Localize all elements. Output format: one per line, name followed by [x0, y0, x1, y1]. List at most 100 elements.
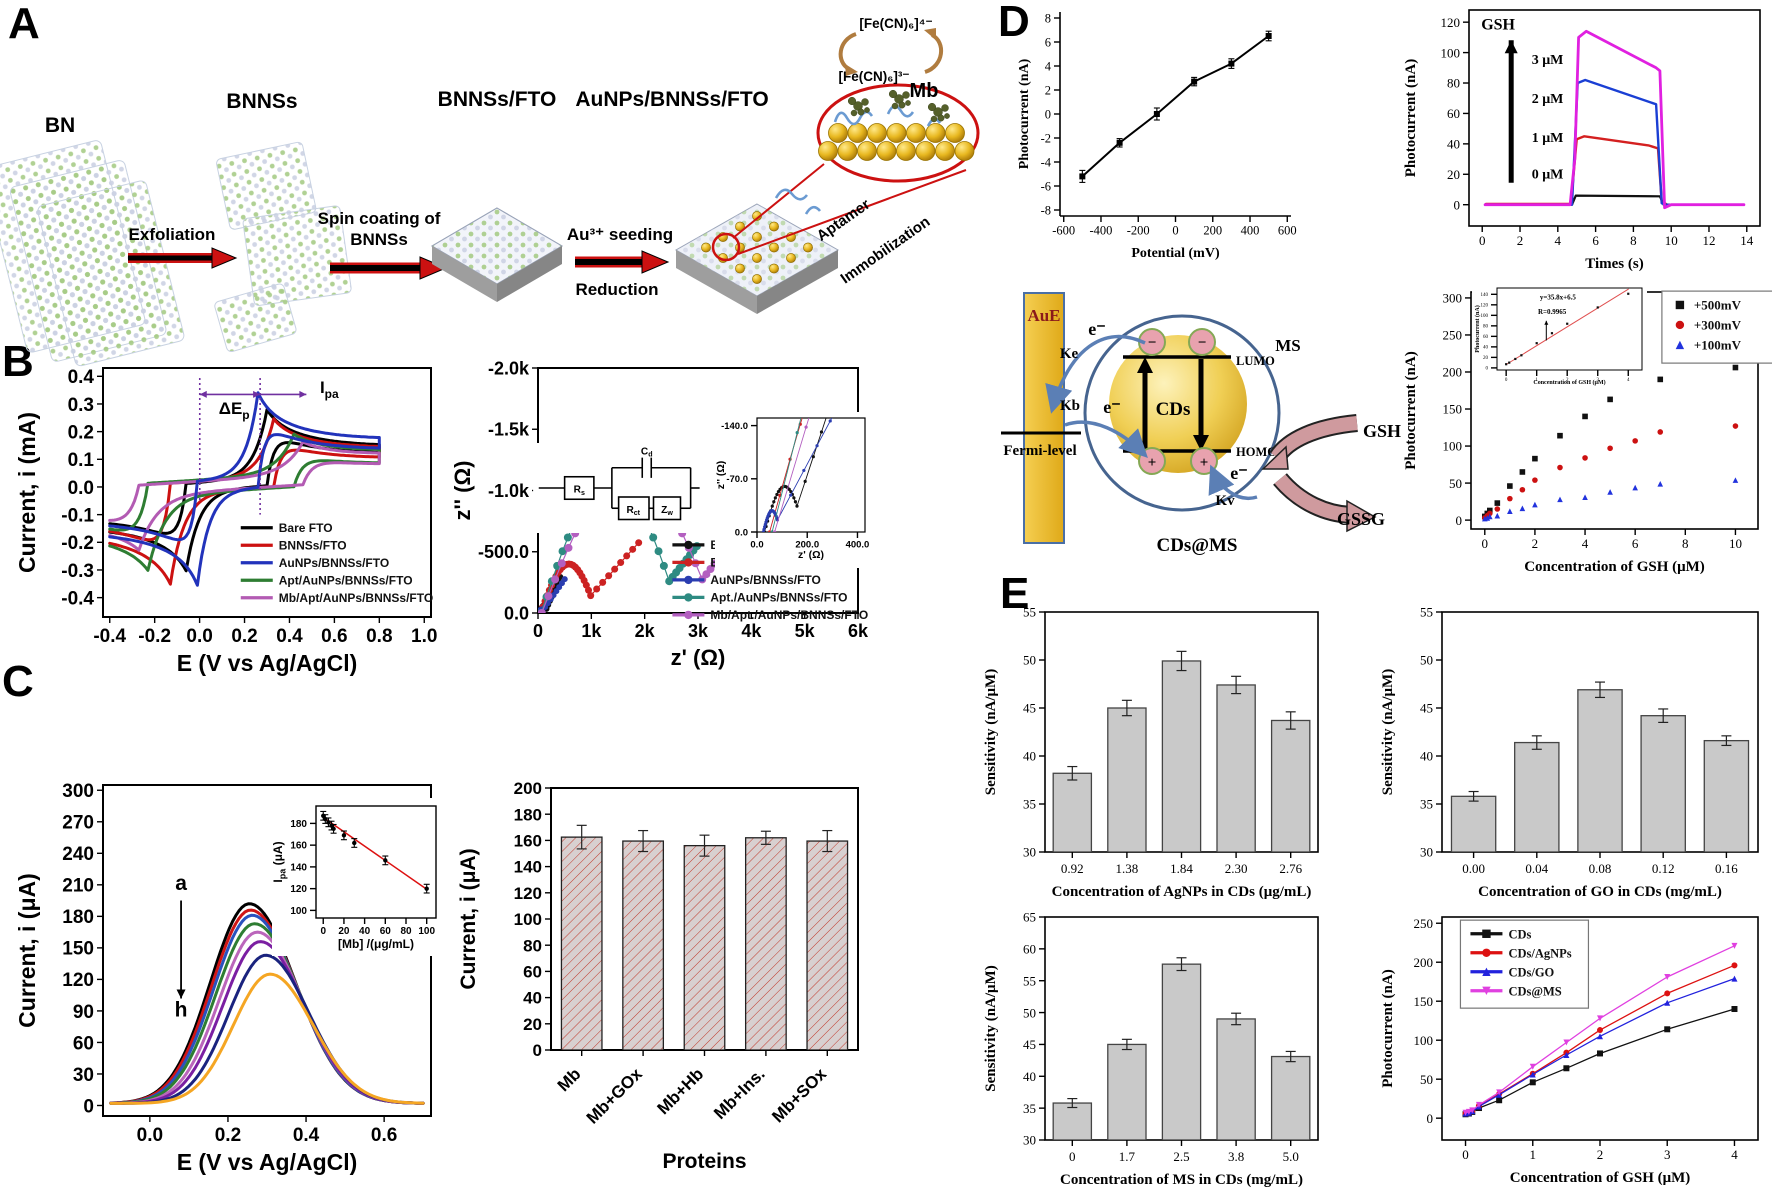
series-CDs@MS — [1462, 942, 1738, 1116]
series — [761, 418, 833, 532]
series — [109, 902, 425, 1105]
svg-text:0: 0 — [1454, 197, 1461, 212]
svg-text:z' (Ω): z' (Ω) — [798, 549, 824, 561]
svg-text:0.6: 0.6 — [321, 626, 347, 647]
dpv-chart: 0.0 0.2 0.4 0.6 0 30 60 90 120 150 180 210 240 270 300… — [14, 781, 432, 1175]
svg-text:1 μM: 1 μM — [1532, 131, 1564, 146]
ke-transfer-arrow — [1045, 334, 1146, 414]
svg-text:2.76: 2.76 — [1279, 861, 1302, 876]
svg-text:3: 3 — [1596, 378, 1599, 383]
svg-text:Mb: Mb — [554, 1064, 585, 1095]
equivalent-circuit: Rs Cd Rct Zw — [533, 443, 702, 533]
svg-text:Mb+Hb: Mb+Hb — [653, 1064, 707, 1118]
svg-text:CDs/GO: CDs/GO — [1508, 965, 1554, 979]
svg-text:250: 250 — [1443, 328, 1463, 343]
svg-text:0: 0 — [1479, 233, 1486, 248]
series — [108, 391, 381, 587]
svg-text:-600: -600 — [1052, 224, 1075, 238]
svg-text:1.0: 1.0 — [411, 626, 437, 647]
svg-text:0: 0 — [1427, 1111, 1434, 1126]
chart-root: 0.0 0.2 0.4 0.6 0 30 60 90 120 150 180 210 240 270 300… — [14, 781, 432, 1175]
material-comparison-chart: 0 1 2 3 4 0 50 100 150 200 250 Concentration of GSH… — [1380, 916, 1759, 1186]
svg-text:120: 120 — [62, 970, 94, 991]
series-AuNPs/BNNSs/FTO — [108, 391, 381, 587]
mb-proteins — [847, 89, 950, 123]
svg-text:0.0: 0.0 — [735, 527, 748, 538]
cv-chart: -0.4 -0.2 0.0 0.2 0.4 0.6 0.8 1.0 -0.4 -0.3 -0.2 -0… — [14, 367, 437, 676]
svg-text:55: 55 — [1023, 973, 1036, 988]
series-2 μM — [1484, 78, 1745, 206]
svg-text:+500mV: +500mV — [1694, 298, 1742, 313]
gsh-label: GSH — [1363, 421, 1401, 441]
svg-text:Cd: Cd — [641, 446, 653, 458]
svg-text:2.5: 2.5 — [1173, 1149, 1189, 1164]
svg-text:10: 10 — [1729, 536, 1742, 551]
chart-root: -0.4 -0.2 0.0 0.2 0.4 0.6 0.8 1.0 -0.4 -0.3 -0.2 -0… — [14, 367, 437, 676]
svg-text:50: 50 — [1449, 476, 1462, 491]
svg-text:50: 50 — [1023, 1005, 1036, 1020]
chart-root: -600 -400 -200 0 200 400 600 -8 -6 -4 -2 0 2 4 6 8 Poten… — [1017, 12, 1297, 262]
svg-text:140: 140 — [290, 862, 307, 873]
svg-text:Sensitivity (nA/μM): Sensitivity (nA/μM) — [1380, 669, 1396, 795]
svg-text:4: 4 — [1582, 536, 1589, 551]
series-Apt./AuNPs/BNNSs/FTO — [770, 418, 802, 532]
svg-text:60: 60 — [1023, 942, 1036, 957]
series — [1505, 288, 1630, 366]
svg-text:55: 55 — [1023, 605, 1036, 620]
svg-text:150: 150 — [1443, 402, 1463, 417]
series-h — [109, 972, 425, 1105]
panel-label-a: A — [8, 0, 40, 48]
svg-text:150: 150 — [1414, 994, 1434, 1009]
exfoliation-label: Exfoliation — [129, 225, 216, 244]
lumo-label: LUMO — [1236, 354, 1275, 368]
axes: 0 2 4 6 8 10 12 14 0 20 40 60 80 100 120 Times (s) Photo… — [1403, 9, 1761, 272]
cds-label: CDs — [1156, 399, 1191, 420]
svg-text:+300mV: +300mV — [1694, 318, 1742, 333]
series-data — [320, 810, 430, 894]
panel-label-e: E — [1000, 569, 1030, 618]
svg-text:4: 4 — [1731, 1147, 1738, 1162]
panel-label-d: D — [998, 0, 1030, 46]
go-optimization-chart: 0.00 0.04 0.08 0.12 0.16 30 35 40 45 50 55 Concentr… — [1380, 605, 1759, 900]
svg-text:Current, i (mA): Current, i (mA) — [14, 412, 40, 573]
svg-text:100: 100 — [1481, 314, 1489, 319]
svg-text:100: 100 — [1441, 45, 1461, 60]
svg-text:-200: -200 — [1127, 224, 1150, 238]
svg-text:6: 6 — [1632, 536, 1639, 551]
series-e — [109, 930, 425, 1105]
svg-text:−: − — [1148, 335, 1157, 351]
axes: -0.4 -0.2 0.0 0.2 0.4 0.6 0.8 1.0 -0.4 -0.3 -0.2 -0… — [14, 367, 437, 676]
series-fit y=35.8x+6.5 — [1505, 288, 1629, 365]
svg-text:1: 1 — [1535, 378, 1538, 383]
svg-text:80: 80 — [400, 926, 412, 937]
zoom-circle — [711, 232, 741, 262]
svg-text:+: + — [1200, 455, 1209, 471]
svg-text:2: 2 — [1045, 84, 1051, 98]
svg-text:Concentration of GSH (μM): Concentration of GSH (μM) — [1510, 1170, 1691, 1186]
svg-text:Zw: Zw — [661, 505, 673, 517]
svg-text:4k: 4k — [741, 621, 762, 641]
svg-text:0: 0 — [1505, 378, 1508, 383]
reduction-label: Reduction — [575, 280, 658, 299]
svg-text:60: 60 — [73, 1033, 94, 1054]
axes: -600 -400 -200 0 200 400 600 -8 -6 -4 -2 0 2 4 6 8 Poten… — [1017, 12, 1297, 262]
svg-text:2 μM: 2 μM — [1532, 92, 1564, 107]
svg-text:y=35.8x+6.5: y=35.8x+6.5 — [1540, 293, 1576, 301]
chart-root: 0 1 2 3 4 0 50 100 150 200 250 Concentration of GSH… — [1380, 916, 1759, 1186]
aunps-slab — [674, 163, 967, 314]
svg-text:Concentration of MS in CDs (mg: Concentration of MS in CDs (mg/mL) — [1060, 1172, 1303, 1188]
svg-text:0.0: 0.0 — [504, 603, 529, 623]
series-CDs — [1462, 1006, 1738, 1118]
axes: 0 20 40 60 80 100 100 120 140 160 180 [Mb] /(μg/mL)… — [271, 805, 437, 951]
e-minus-2: e⁻ — [1103, 397, 1121, 417]
svg-text:14: 14 — [1740, 233, 1754, 248]
svg-text:120: 120 — [514, 884, 542, 903]
kv-label: Kv — [1215, 493, 1235, 509]
bnnss-fto-slab — [431, 207, 563, 302]
svg-text:3: 3 — [1664, 1147, 1671, 1162]
svg-text:40: 40 — [1447, 137, 1460, 152]
mb-calibration-inset: 0 20 40 60 80 100 100 120 140 160 180 [Mb] /(μg/mL)… — [271, 798, 442, 956]
svg-text:AuNPs/BNNSs/FTO: AuNPs/BNNSs/FTO — [710, 573, 820, 587]
